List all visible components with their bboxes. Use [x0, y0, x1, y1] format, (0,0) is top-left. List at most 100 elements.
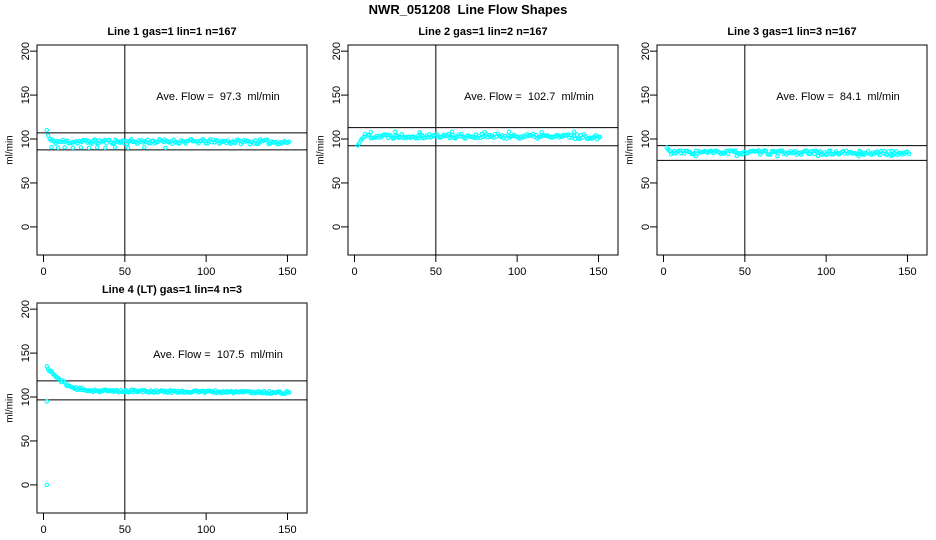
y-tick-label: 200: [640, 42, 652, 60]
flow-point: [256, 141, 261, 147]
flow-point: [399, 132, 404, 137]
y-tick-label: 100: [331, 130, 343, 148]
x-tick-label: 0: [40, 266, 46, 278]
flow-point-outlier: [888, 153, 894, 159]
flow-point: [446, 131, 451, 137]
x-tick-label: 0: [351, 266, 357, 278]
y-axis-label: ml/min: [625, 135, 636, 164]
panel-title: Line 3 gas=1 lin=3 n=167: [727, 26, 856, 38]
flow-point: [45, 133, 51, 138]
plot-box: [347, 44, 619, 256]
flow-point: [763, 148, 769, 154]
y-tick-label: 150: [20, 344, 32, 362]
y-tick-label: 50: [640, 177, 652, 189]
flow-point-outlier: [78, 145, 84, 150]
x-tick-label: 50: [739, 266, 751, 278]
flow-point: [792, 148, 798, 154]
panel-line-3: 0 50 100 150 200 0 50 100 150 ml/min Line 3 gas=1 …: [625, 26, 928, 278]
flow-point-outlier: [112, 145, 118, 150]
y-tick-label: 0: [640, 224, 652, 230]
ave-flow-annotation: Ave. Flow = 102.7 ml/min: [464, 91, 594, 103]
flow-point: [253, 138, 258, 143]
y-tick-label: 100: [20, 130, 32, 148]
flow-point-outlier: [417, 129, 422, 135]
y-tick-label: 0: [20, 224, 32, 230]
x-tick-label: 150: [589, 266, 607, 278]
x-tick-label: 150: [898, 266, 916, 278]
y-tick-label: 50: [20, 435, 32, 447]
x-tick-label: 50: [119, 266, 131, 278]
ave-flow-annotation: Ave. Flow = 84.1 ml/min: [776, 91, 900, 103]
flow-point-outlier: [368, 129, 374, 135]
x-tick-label: 50: [119, 524, 131, 536]
x-tick-label: 0: [40, 524, 46, 536]
flow-point: [575, 136, 581, 141]
flow-point-outlier: [449, 129, 455, 135]
flow-point-outlier: [125, 145, 131, 151]
x-tick-label: 150: [278, 266, 296, 278]
y-tick-label: 150: [20, 86, 32, 104]
x-tick-label: 50: [430, 266, 442, 278]
flow-point: [574, 132, 579, 137]
flow-point: [756, 148, 761, 153]
flow-point: [286, 390, 292, 395]
flow-point-outlier: [49, 145, 54, 150]
x-tick-label: 100: [817, 266, 835, 278]
flow-point: [264, 137, 270, 142]
x-tick-label: 0: [660, 266, 666, 278]
x-tick-label: 100: [197, 524, 215, 536]
flow-point-outlier: [55, 145, 61, 151]
y-tick-label: 150: [331, 86, 343, 104]
x-tick-label: 100: [197, 266, 215, 278]
ave-flow-annotation: Ave. Flow = 97.3 ml/min: [156, 91, 280, 103]
y-axis-label: ml/min: [5, 135, 16, 164]
flow-point-outlier: [693, 153, 699, 159]
flow-point: [877, 152, 883, 158]
flow-point: [828, 148, 833, 153]
flow-point-outlier: [539, 129, 544, 135]
flow-point-outlier: [482, 129, 487, 135]
flow-point-outlier: [815, 153, 821, 159]
main-title: NWR_051208 Line Flow Shapes: [368, 2, 568, 17]
flow-point: [809, 149, 814, 154]
flow-point: [44, 127, 50, 133]
flow-point-outlier: [94, 145, 100, 150]
flow-data-points: [355, 129, 603, 148]
y-tick-label: 100: [20, 388, 32, 406]
flow-point-outlier: [734, 153, 739, 159]
panel-line-2: 0 50 100 150 200 0 50 100 150 ml/min Line 2 gas=1 …: [316, 26, 619, 278]
flow-point-outlier: [142, 145, 147, 150]
panel-line-4: 0 50 100 150 200 0 50 100 150 ml/min Line 4 (LT) g…: [5, 284, 308, 536]
y-tick-label: 200: [20, 300, 32, 318]
flow-data-points: [44, 364, 292, 488]
flow-point: [863, 151, 868, 156]
x-tick-label: 100: [508, 266, 526, 278]
plot-box: [36, 302, 308, 514]
y-tick-label: 150: [640, 86, 652, 104]
flow-point: [533, 132, 539, 138]
flow-data-points: [44, 127, 292, 151]
panel-title: Line 4 (LT) gas=1 lin=4 n=3: [102, 284, 242, 296]
panel-title: Line 2 gas=1 lin=2 n=167: [418, 26, 547, 38]
flow-point-outlier: [775, 153, 780, 159]
flow-point-outlier: [44, 399, 50, 404]
y-tick-label: 50: [20, 177, 32, 189]
x-tick-label: 150: [278, 524, 296, 536]
flow-point-outlier: [86, 145, 92, 151]
flow-data-points: [664, 145, 912, 159]
panel-title: Line 1 gas=1 lin=1 n=167: [107, 26, 236, 38]
panel-line-1: 0 50 100 150 200 0 50 100 150 ml/min Line 1 gas=1 …: [5, 26, 308, 278]
y-tick-label: 100: [640, 130, 652, 148]
y-tick-label: 200: [331, 42, 343, 60]
y-tick-label: 200: [20, 42, 32, 60]
flow-point: [906, 151, 912, 157]
y-axis-label: ml/min: [5, 393, 16, 422]
flow-point-outlier: [70, 145, 76, 151]
y-tick-label: 0: [20, 482, 32, 488]
flow-point-outlier: [392, 129, 398, 135]
flow-point: [203, 141, 209, 146]
y-tick-label: 50: [331, 177, 343, 189]
flow-point: [893, 149, 899, 154]
